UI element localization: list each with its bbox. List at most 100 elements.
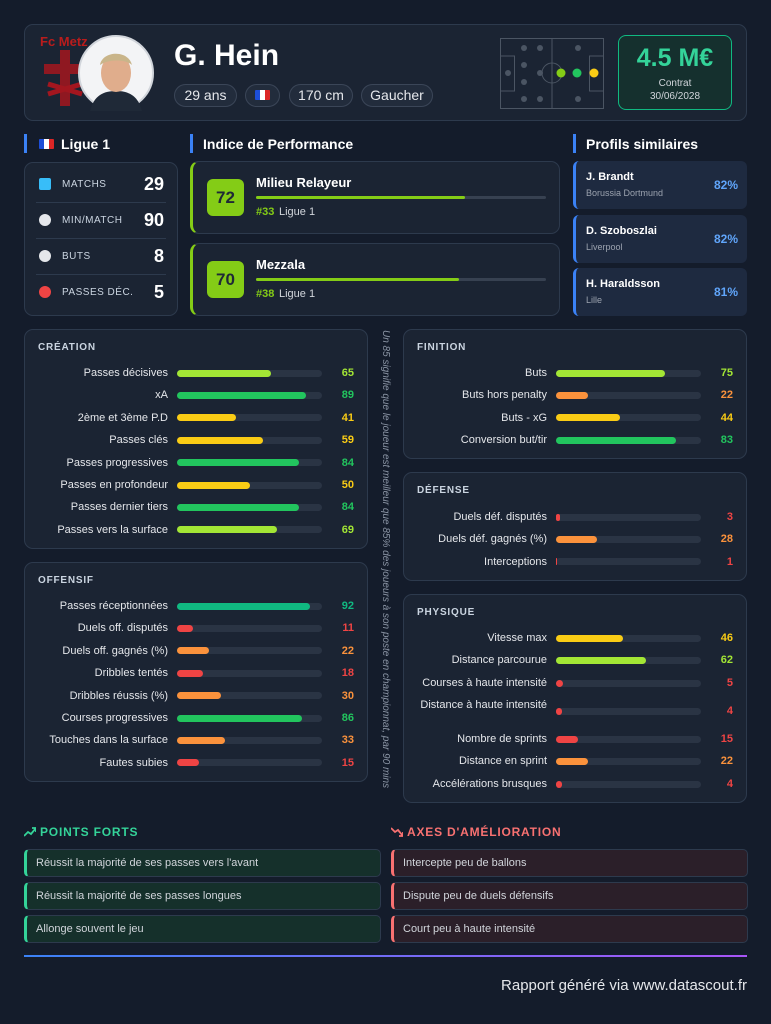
metric-track [556, 679, 701, 687]
metric-label: Duels off. gagnés (%) [62, 644, 168, 657]
similar-club: Liverpool [586, 242, 623, 252]
metric-value: 15 [341, 756, 354, 769]
metric-bar [556, 535, 597, 543]
metric-value: 5 [726, 677, 733, 689]
metric-bar [177, 714, 302, 722]
heading-bar [573, 134, 576, 153]
similar-name: H. Haraldsson [586, 278, 660, 290]
list-item [391, 849, 748, 877]
metric-value: 69 [341, 523, 354, 536]
metric-label: Passes dernier tiers [70, 501, 168, 514]
metric-label: Duels off. disputés [77, 622, 168, 635]
metric-label: Courses progressives [61, 712, 168, 724]
section-heading: Ligue 1 [61, 136, 111, 152]
metric-track [556, 757, 701, 765]
contract-label: Contrat [658, 78, 692, 89]
stat-icon [39, 286, 51, 298]
metric-value: 62 [720, 654, 733, 666]
stat-label: MATCHS [62, 179, 107, 190]
metric-label: Fautes subies [99, 756, 168, 769]
stat-label: PASSES DÉC. [62, 287, 134, 298]
metric-label: Dribbles tentés [94, 667, 168, 680]
metric-label: Distance parcourue [451, 654, 547, 666]
metric-value: 65 [341, 367, 354, 379]
metric-label: Nombre de sprints [457, 733, 547, 745]
metric-bar [556, 707, 562, 715]
metric-value: 11 [342, 622, 354, 635]
metric-label: Touches dans la surface [49, 734, 168, 747]
similar-match: 82% [713, 178, 738, 192]
metric-bar [177, 391, 307, 399]
metric-track [177, 647, 322, 655]
percentile-note: Un 85 signifie que le joueur est meilleu… [380, 330, 391, 789]
metric-label: Accélérations brusques [432, 778, 547, 790]
panel-title: PHYSIQUE [417, 607, 476, 618]
list-item [24, 915, 381, 943]
panel-title: CRÉATION [38, 342, 96, 353]
metric-value: 89 [341, 389, 354, 402]
metric-bar [556, 735, 578, 743]
similar-card [573, 161, 747, 209]
role-rank: #33 [256, 206, 275, 218]
role-name: Mezzala [256, 257, 306, 272]
stat-label: MIN/MATCH [62, 215, 123, 226]
role-league: Ligue 1 [279, 288, 316, 300]
player-name: G. Hein [174, 39, 280, 72]
metric-value: 92 [341, 600, 354, 612]
metric-label: Vitesse max [487, 632, 547, 644]
role-bar [256, 196, 465, 199]
list-text: Réussit la majorité de ses passes longue… [36, 890, 242, 902]
metric-track [177, 624, 322, 632]
metric-label: Passes clés [109, 434, 168, 447]
metric-value: 41 [341, 411, 354, 424]
metric-track [177, 692, 322, 700]
metric-bar [177, 503, 299, 511]
list-text: Réussit la majorité de ses passes vers l… [36, 857, 259, 869]
metric-bar [177, 624, 193, 632]
metric-value: 75 [720, 367, 733, 379]
metric-value: 15 [720, 733, 733, 745]
metric-track [556, 707, 701, 715]
stat-value: 90 [143, 210, 164, 230]
similar-name: J. Brandt [586, 171, 634, 183]
metric-bar [556, 513, 561, 521]
metric-label: Distance en sprint [458, 755, 547, 767]
metric-label: Passes décisives [83, 367, 168, 379]
metric-bar [177, 759, 199, 767]
metric-value: 84 [341, 456, 354, 469]
metric-track [556, 634, 701, 642]
divider [36, 274, 166, 275]
list-text: Dispute peu de duels défensifs [403, 890, 554, 902]
panel [403, 594, 747, 803]
metric-value: 30 [341, 689, 354, 702]
metric-bar [177, 647, 209, 655]
metric-label: Buts [524, 367, 547, 379]
metric-value: 50 [341, 479, 354, 491]
metric-label: Conversion but/tir [460, 434, 547, 447]
similar-club: Borussia Dortmund [586, 188, 664, 198]
metric-bar [177, 736, 225, 744]
metric-label: Duels déf. gagnés (%) [438, 533, 547, 546]
heading-bar [24, 134, 27, 153]
metric-value: 1 [726, 555, 733, 568]
value-box [618, 35, 732, 110]
metric-track [177, 481, 322, 489]
metric-label: Buts hors penalty [462, 389, 547, 402]
metric-value: 83 [720, 434, 733, 447]
role-bar [256, 278, 459, 281]
section-heading: Indice de Performance [203, 136, 354, 152]
similar-match: 81% [713, 285, 738, 299]
panel-title: OFFENSIF [38, 575, 94, 586]
footer-text: Rapport généré via www.datascout.fr [501, 977, 747, 994]
metric-value: 22 [720, 389, 733, 402]
tag: 29 ans [174, 84, 237, 107]
stat-icon [39, 250, 51, 262]
role-name: Milieu Relayeur [256, 175, 352, 190]
metric-track [556, 414, 701, 422]
flag-fr [255, 90, 270, 100]
footer-line [24, 955, 747, 957]
stat-label: BUTS [62, 251, 91, 262]
list-item [391, 915, 748, 943]
metric-bar [556, 369, 665, 377]
contract-date: 30/06/2028 [649, 91, 701, 102]
